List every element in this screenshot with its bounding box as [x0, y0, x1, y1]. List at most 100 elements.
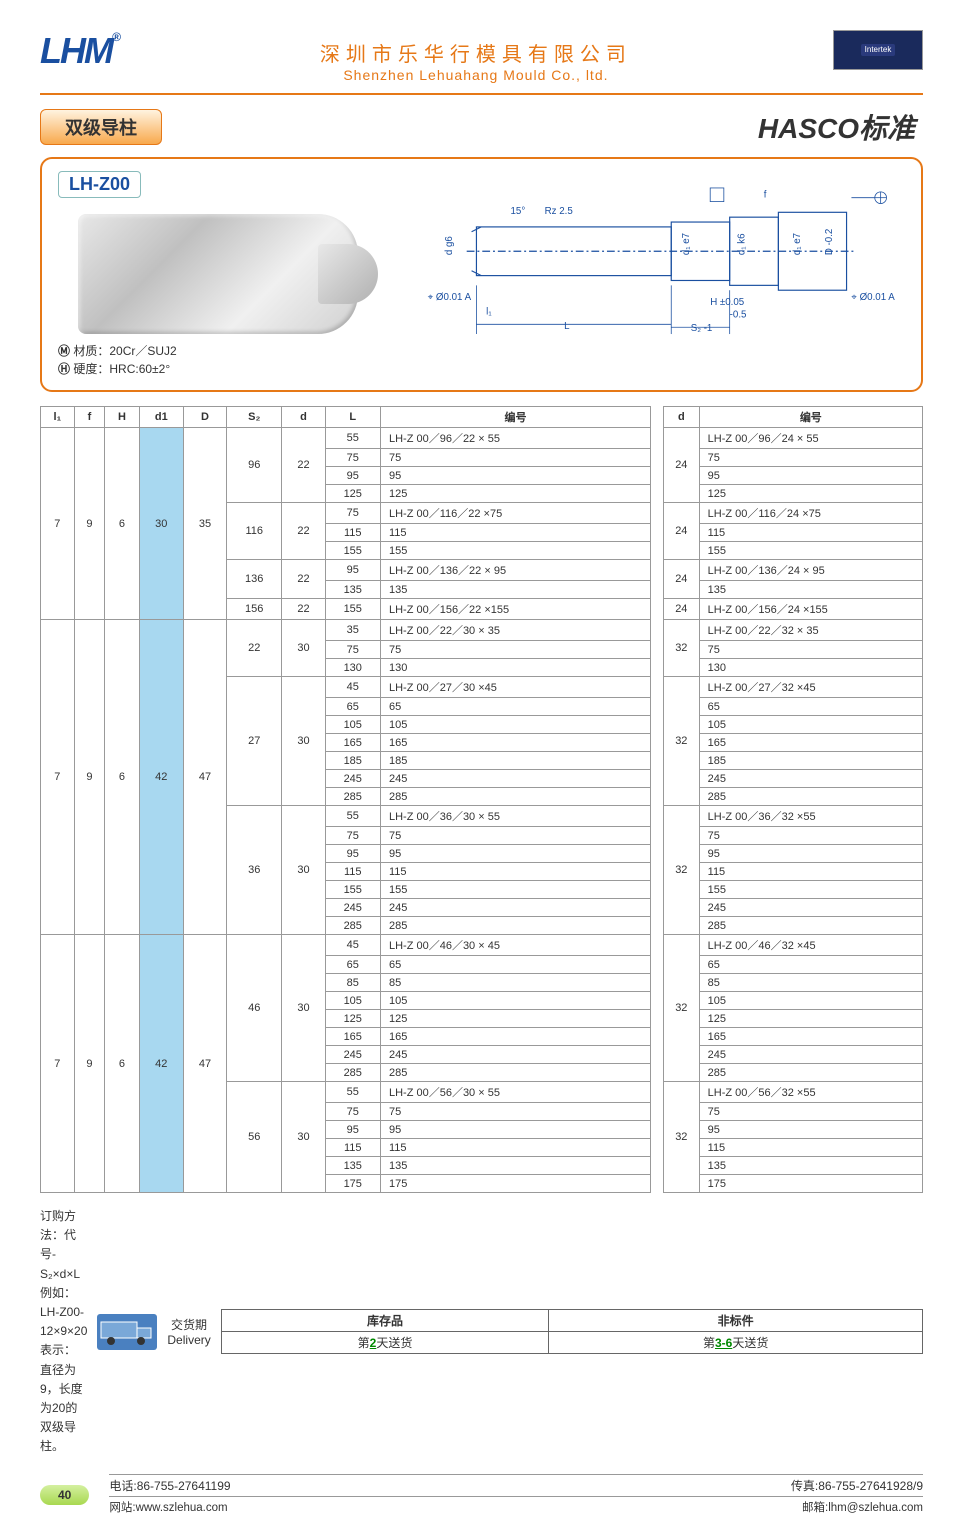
table-row: 65 [664, 956, 923, 974]
cell-partno: 85 [380, 974, 650, 992]
col-header: H [105, 407, 139, 428]
cell-d: 22 [282, 560, 325, 599]
cell-partno: 125 [380, 1010, 650, 1028]
cell-H: 6 [105, 935, 139, 1193]
cell-partno: 75 [699, 827, 922, 845]
table-row: 175 [664, 1175, 923, 1193]
col-header: S₂ [227, 407, 282, 428]
cell-L: 75 [325, 449, 380, 467]
cell-partno: 95 [380, 467, 650, 485]
cell-L: 130 [325, 659, 380, 677]
order-line1: 订购方法：代号-S₂×d×L [40, 1207, 87, 1284]
cell-L: 105 [325, 716, 380, 734]
table-row: 75 [664, 827, 923, 845]
cell-partno: LH-Z 00／116／22 ×75 [380, 503, 650, 524]
table-row: 24LH-Z 00／116／24 ×75 [664, 503, 923, 524]
dwg-m05: -0.5 [730, 309, 747, 320]
cell-partno: 125 [699, 1010, 922, 1028]
table-row: 95 [664, 1121, 923, 1139]
cell-partno: LH-Z 00／46／30 × 45 [380, 935, 650, 956]
cell-S2: 27 [227, 677, 282, 806]
title-row: 双级导柱 HASCO标准 [40, 107, 923, 147]
cell-S2: 56 [227, 1082, 282, 1193]
col-header: l₁ [41, 407, 75, 428]
cell-d: 24 [664, 428, 700, 503]
part-code: LH-Z00 [58, 171, 141, 198]
table-row: 245 [664, 770, 923, 788]
table-row: 245 [664, 1046, 923, 1064]
cell-partno: 130 [699, 659, 922, 677]
table-row: 105 [664, 992, 923, 1010]
company-cn: 深圳市乐华行模具有限公司 [119, 38, 833, 67]
cell-L: 155 [325, 881, 380, 899]
order-delivery-row: 订购方法：代号-S₂×d×L 例如：LH-Z00-12×9×20 表示：直径为9… [40, 1207, 923, 1456]
cell-partno: 285 [380, 788, 650, 806]
cell-d: 24 [664, 599, 700, 620]
cell-L: 75 [325, 503, 380, 524]
cell-d: 30 [282, 935, 325, 1082]
dwg-L: L [564, 321, 570, 332]
cell-L: 95 [325, 467, 380, 485]
col-header: 编号 [699, 407, 922, 428]
table-row: 7964247223035LH-Z 00／22／30 × 35 [41, 620, 651, 641]
cell-L: 125 [325, 485, 380, 503]
table-row: 32LH-Z 00／36／32 ×55 [664, 806, 923, 827]
cell-partno: LH-Z 00／36／30 × 55 [380, 806, 650, 827]
table-row: 24LH-Z 00／156／24 ×155 [664, 599, 923, 620]
table-row: 105 [664, 716, 923, 734]
cell-partno: LH-Z 00／116／24 ×75 [699, 503, 922, 524]
cell-partno: 65 [699, 698, 922, 716]
dwg-d1e7b: d₁ e7 [792, 233, 803, 255]
cell-S2: 22 [227, 620, 282, 677]
cell-d: 30 [282, 806, 325, 935]
header: LHM® 深圳市乐华行模具有限公司 Shenzhen Lehuahang Mou… [40, 30, 923, 83]
cell-partno: 75 [380, 1103, 650, 1121]
company-en: Shenzhen Lehuahang Mould Co., ltd. [119, 67, 833, 83]
cell-partno: 75 [699, 1103, 922, 1121]
cell-partno: 115 [380, 1139, 650, 1157]
cell-d: 32 [664, 935, 700, 1082]
cell-partno: 285 [699, 917, 922, 935]
logo-text: LHM [40, 30, 112, 71]
cell-partno: 155 [380, 542, 650, 560]
cell-L: 55 [325, 806, 380, 827]
cell-partno: 105 [699, 992, 922, 1010]
cell-L: 105 [325, 992, 380, 1010]
cell-partno: 95 [699, 845, 922, 863]
cell-d: 32 [664, 677, 700, 806]
cell-f: 9 [74, 620, 105, 935]
cell-partno: 115 [380, 524, 650, 542]
cell-partno: 105 [380, 716, 650, 734]
cell-S2: 46 [227, 935, 282, 1082]
table-row: 115 [664, 1139, 923, 1157]
table-row: 65 [664, 698, 923, 716]
cell-d: 24 [664, 503, 700, 560]
cell-partno: 95 [699, 467, 922, 485]
cell-partno: 135 [380, 581, 650, 599]
cell-L: 95 [325, 845, 380, 863]
cell-partno: 115 [380, 863, 650, 881]
cell-D: 47 [183, 935, 226, 1193]
cell-partno: 135 [380, 1157, 650, 1175]
table-row: 130 [664, 659, 923, 677]
dwg-tol1: ⌖ Ø0.01 A [428, 292, 472, 303]
cell-H: 6 [105, 620, 139, 935]
col-header: d [282, 407, 325, 428]
dwg-tol2: ⌖ Ø0.01 A [851, 292, 895, 303]
order-line2: 例如：LH-Z00-12×9×20 表示：直径为9，长度为20的双级导柱。 [40, 1284, 87, 1457]
cell-partno: 245 [699, 1046, 922, 1064]
cell-d: 30 [282, 620, 325, 677]
spec-tables: l₁fHd1DS₂dL编号 7963035962255LH-Z 00／96／22… [40, 406, 923, 1193]
cell-partno: 75 [699, 449, 922, 467]
cell-L: 55 [325, 1082, 380, 1103]
stock-header: 库存品 [221, 1310, 549, 1332]
technical-drawing: 15° Rz 2.5 d g6 d₁ e7 d₁ k6 d₁ e7 D -0.2… [418, 171, 905, 351]
cell-d1: 42 [139, 935, 183, 1193]
cell-L: 175 [325, 1175, 380, 1193]
cell-partno: LH-Z 00／136／22 × 95 [380, 560, 650, 581]
cell-l1: 7 [41, 620, 75, 935]
nonstd-header: 非标件 [549, 1310, 923, 1332]
table-row: 75 [664, 1103, 923, 1121]
page-footer: 40 电话:86-755-27641199 传真:86-755-27641928… [40, 1474, 923, 1515]
col-header: L [325, 407, 380, 428]
